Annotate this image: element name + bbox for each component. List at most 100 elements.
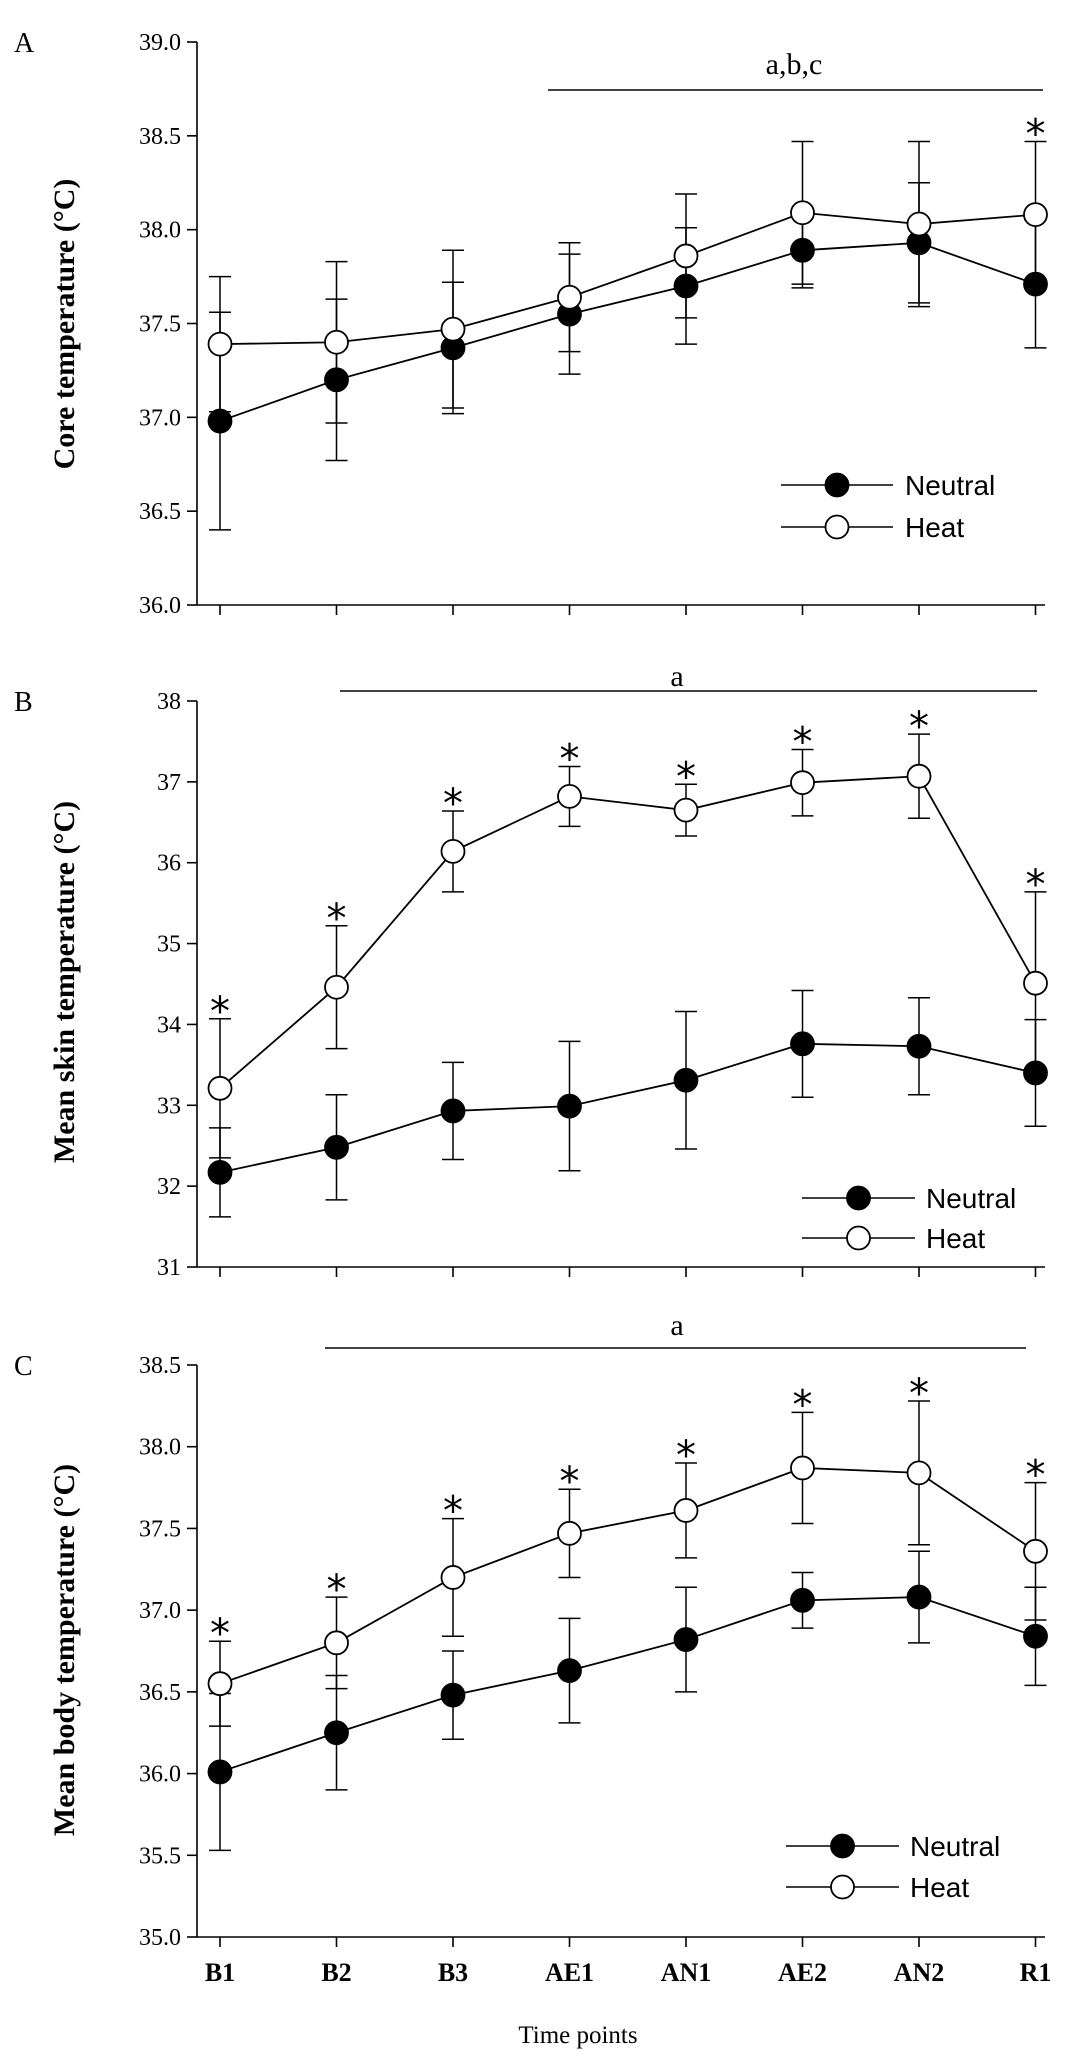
- data-point-heat: [324, 329, 349, 355]
- y-tick-label: 37.5: [139, 1516, 181, 1542]
- x-tick-label: AE2: [778, 1958, 827, 1987]
- y-tick-label: 35: [157, 932, 181, 958]
- x-tick-label: AN2: [894, 1958, 945, 1987]
- significance-star: *: [443, 781, 463, 827]
- legend-label-neutral: Neutral: [910, 1831, 1000, 1862]
- panel-letter: A: [14, 28, 35, 59]
- data-point-neutral: [673, 1627, 699, 1652]
- significance-star: *: [1026, 862, 1046, 908]
- chart-panel-a: A 36.0 36.5 37.0 37.5 38.0 38.5 39.0 Core temper…: [14, 28, 1048, 619]
- data-point-heat: [557, 284, 582, 310]
- legend-label-heat: Heat: [910, 1872, 969, 1903]
- data-point-neutral: [906, 1033, 932, 1059]
- legend-marker-neutral: [824, 472, 850, 498]
- x-tick-label: AN1: [661, 1958, 712, 1987]
- data-point-neutral: [207, 1159, 233, 1185]
- significance-star: *: [560, 1459, 580, 1505]
- significance-star: *: [1026, 1453, 1046, 1499]
- y-axis-title: Mean body temperature (°C): [48, 1464, 81, 1836]
- data-point-neutral: [324, 1720, 349, 1746]
- data-point-heat: [906, 1460, 932, 1486]
- data-point-neutral: [207, 1759, 233, 1785]
- data-point-neutral: [440, 1098, 466, 1124]
- data-point-neutral: [1023, 1060, 1048, 1086]
- y-tick-label: 38.0: [139, 218, 181, 244]
- x-tick-label: B2: [321, 1958, 351, 1987]
- data-point-neutral: [673, 273, 699, 299]
- y-tick-label: 38.0: [139, 1435, 181, 1461]
- legend-marker-heat: [824, 514, 850, 540]
- y-axis-title: Mean skin temperature (°C): [48, 801, 81, 1163]
- y-tick-label: 36.0: [139, 1762, 181, 1788]
- data-point-neutral: [906, 1584, 932, 1610]
- significance-star: *: [676, 754, 696, 800]
- y-tick-label: 35.5: [139, 1843, 181, 1869]
- data-point-heat: [790, 770, 815, 796]
- y-axis-title: Core temperature (°C): [48, 179, 81, 470]
- y-tick-label: 37: [157, 770, 181, 796]
- x-tick-label: R1: [1020, 1958, 1052, 1987]
- significance-star: *: [327, 896, 347, 942]
- data-point-heat: [673, 797, 699, 823]
- data-point-neutral: [557, 1093, 582, 1119]
- legend-label-neutral: Neutral: [926, 1183, 1016, 1214]
- x-tick-label: B3: [438, 1958, 468, 1987]
- data-point-neutral: [790, 1587, 815, 1613]
- data-point-neutral: [790, 1031, 815, 1057]
- data-point-heat: [440, 838, 466, 864]
- y-tick-label: 36.5: [139, 499, 181, 525]
- data-point-neutral: [673, 1067, 699, 1093]
- series-line-neutral: [219, 1596, 1036, 1773]
- y-tick-label: 36: [157, 851, 181, 877]
- data-point-heat: [673, 243, 699, 269]
- significance-star: *: [676, 1433, 696, 1479]
- legend-label-heat: Heat: [905, 512, 964, 543]
- x-axis-title: Time points: [518, 2022, 637, 2049]
- data-point-heat: [440, 1565, 466, 1590]
- legend-label-neutral: Neutral: [905, 470, 995, 501]
- legend-marker-neutral: [846, 1185, 871, 1211]
- data-point-heat: [790, 200, 815, 226]
- data-point-heat: [906, 211, 932, 237]
- data-point-heat: [207, 1671, 233, 1697]
- y-tick-label: 35.0: [139, 1925, 181, 1951]
- significance-label: a,b,c: [766, 48, 823, 81]
- legend-marker-heat: [846, 1225, 871, 1251]
- data-point-heat: [906, 763, 932, 789]
- y-tick-label: 31: [157, 1255, 181, 1281]
- data-point-heat: [673, 1498, 699, 1523]
- data-point-neutral: [324, 367, 349, 393]
- significance-star: *: [327, 1567, 347, 1613]
- y-tick-label: 34: [157, 1012, 181, 1038]
- significance-star: *: [909, 1371, 929, 1417]
- significance-star: *: [793, 1382, 813, 1428]
- y-tick-label: 38: [157, 689, 181, 715]
- y-tick-label: 36.5: [139, 1680, 181, 1706]
- data-point-heat: [207, 1075, 233, 1101]
- significance-star: *: [793, 720, 813, 766]
- data-point-neutral: [557, 1658, 582, 1684]
- series-line-neutral: [219, 1042, 1036, 1174]
- y-tick-label: 32: [157, 1174, 181, 1200]
- data-point-heat: [557, 784, 582, 809]
- series-line-heat: [219, 1467, 1037, 1685]
- y-tick-label: 38.5: [139, 124, 181, 150]
- panel-letter: C: [14, 1351, 33, 1382]
- legend-marker-heat: [830, 1874, 855, 1900]
- data-point-neutral: [1023, 271, 1048, 297]
- data-point-heat: [1023, 970, 1048, 996]
- data-point-heat: [1023, 202, 1048, 228]
- significance-label: a: [670, 660, 683, 693]
- y-tick-label: 39.0: [139, 30, 181, 56]
- series-line-heat: [219, 211, 1036, 346]
- chart-panel-b: B 31 32 33 34 35 36 37 38 Mean skin temperature (…: [14, 660, 1048, 1281]
- chart-panel-c: C 35.0 35.5 36.0 36.5 37.0 37.5 38.0 38.5 Mean bo…: [14, 1309, 1048, 1951]
- data-point-neutral: [790, 237, 815, 263]
- y-tick-label: 37.5: [139, 312, 181, 338]
- data-point-heat: [557, 1520, 582, 1546]
- data-point-heat: [1023, 1538, 1048, 1564]
- data-point-neutral: [1023, 1623, 1048, 1649]
- significance-star: *: [443, 1489, 463, 1535]
- data-point-heat: [207, 331, 233, 357]
- legend-marker-neutral: [830, 1833, 855, 1859]
